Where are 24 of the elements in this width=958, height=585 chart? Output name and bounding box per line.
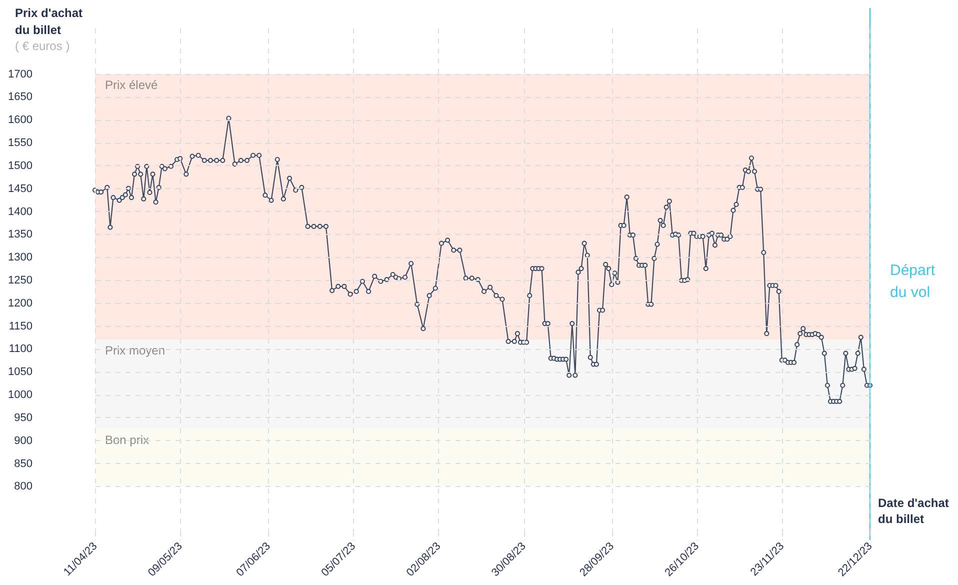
y-tick-label: 1600: [8, 114, 32, 126]
y-tick-label: 1350: [8, 228, 32, 241]
band-label: Prix élevé: [105, 78, 158, 92]
y-tick-label: 1450: [8, 182, 32, 195]
ref-line-label: Départ du vol: [890, 262, 936, 301]
y-tick-label: 1300: [8, 252, 32, 264]
y-tick-label: 1250: [8, 274, 32, 286]
y-tick-label: 1050: [8, 366, 32, 378]
y-tick-label: 1650: [8, 91, 32, 104]
y-tick-label: 1700: [8, 68, 32, 80]
y-tick-label: 900: [14, 434, 32, 447]
y-tick-label: 1000: [8, 389, 32, 402]
y-tick-label: 1200: [8, 297, 32, 310]
y-tick-label: 1500: [8, 160, 32, 172]
x-axis-title: Date d'achat du billet: [878, 496, 949, 526]
y-tick-label: 850: [14, 458, 32, 470]
y-tick-label: 800: [14, 480, 32, 493]
y-tick-label: 1100: [8, 343, 32, 356]
text: ( € euros ): [15, 39, 70, 53]
y-tick-label: 950: [14, 412, 32, 424]
y-tick-label: 1400: [8, 206, 32, 218]
y-tick-label: 1550: [8, 137, 32, 150]
y-tick-label: 1150: [8, 320, 32, 332]
y-axis-title: Prix d'achat du billet: [15, 6, 83, 37]
